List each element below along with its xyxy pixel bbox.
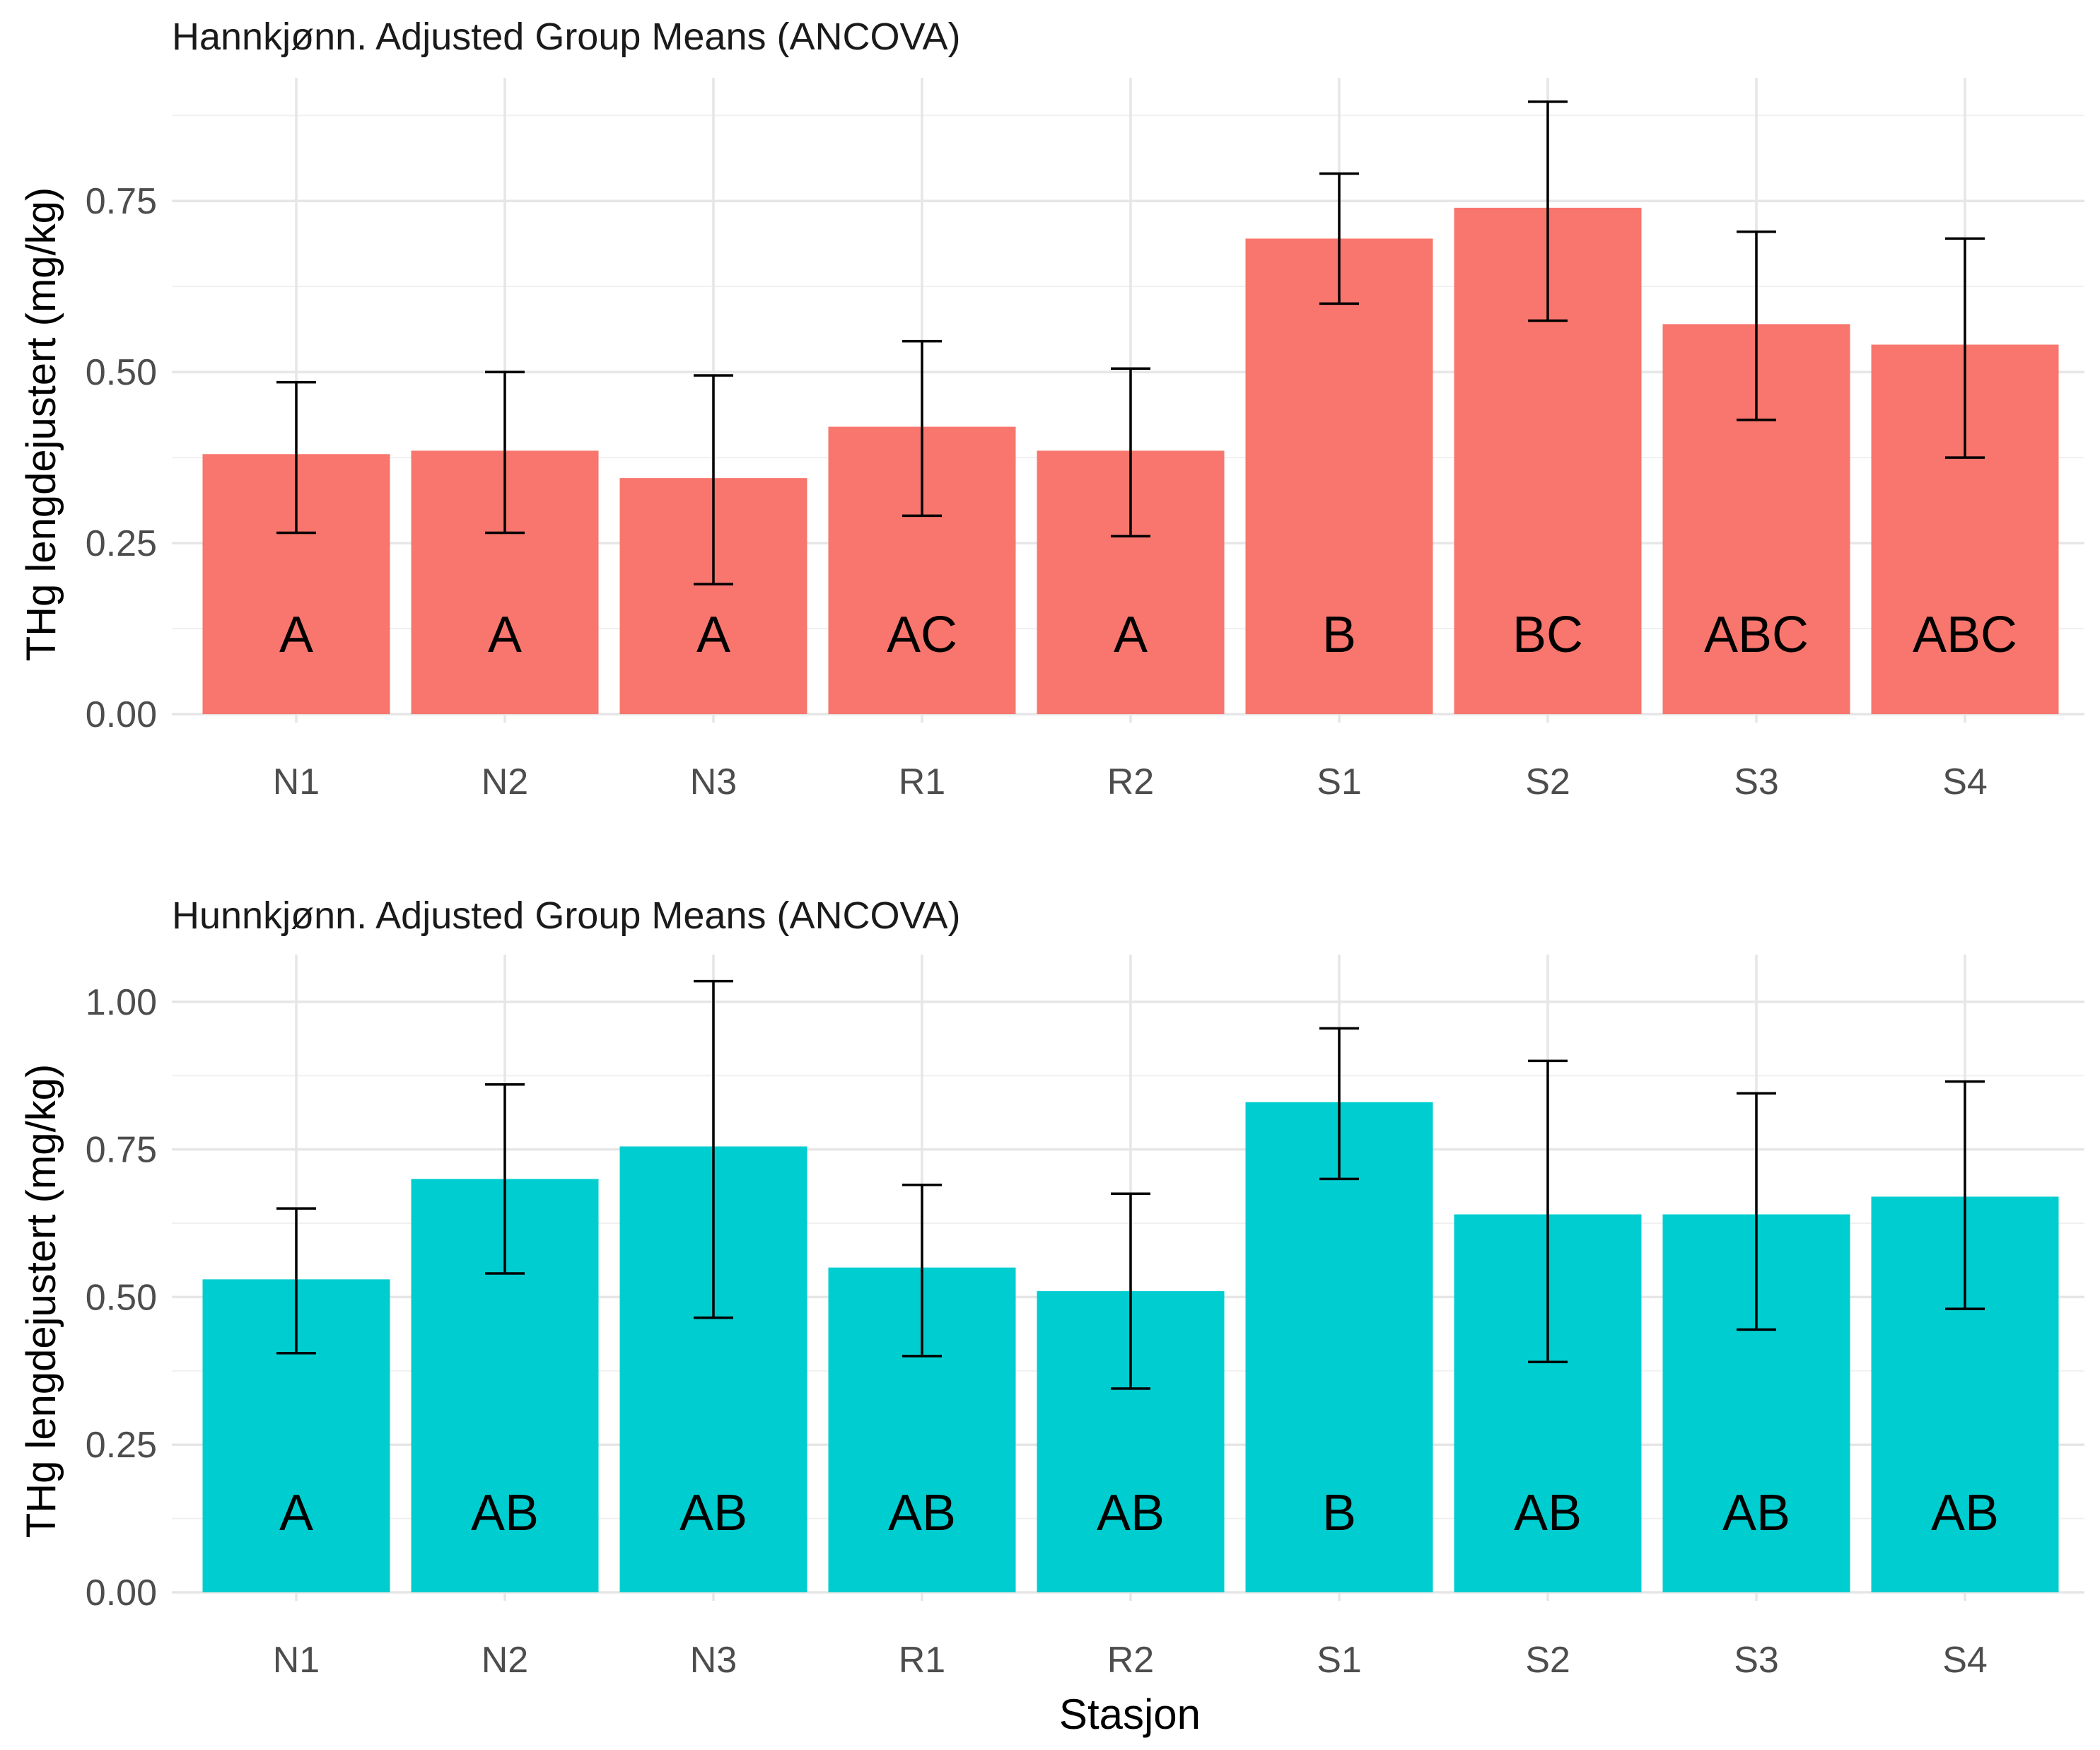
x-tick-label: S1	[1317, 1640, 1362, 1681]
x-tick-label: N1	[273, 762, 320, 803]
significance-letter: AB	[1514, 1485, 1582, 1541]
significance-letter: ABC	[1704, 607, 1809, 663]
significance-letter: B	[1322, 1485, 1356, 1541]
x-tick-label: N2	[482, 762, 528, 803]
y-tick-labels: 0.00 0.25 0.50 0.75 1.00	[86, 982, 157, 1614]
chart-title: Hunnkjønn. Adjusted Group Means (ANCOVA)	[172, 894, 961, 937]
significance-letter: AC	[887, 607, 957, 663]
y-tick-labels: 0.00 0.25 0.50 0.75	[86, 181, 157, 735]
significance-letter: AB	[1097, 1485, 1165, 1541]
bar-s1	[1245, 238, 1433, 715]
significance-letter: AB	[1931, 1485, 1999, 1541]
error-bars	[276, 979, 1985, 1390]
x-tick-label: S3	[1734, 1640, 1779, 1681]
y-tick-label: 0.25	[86, 523, 157, 564]
significance-letter: A	[696, 607, 730, 663]
x-tick-label: N1	[273, 1640, 320, 1681]
x-tick-label: N3	[690, 762, 737, 803]
x-tick-label: R1	[899, 762, 945, 803]
y-tick-label: 0.25	[86, 1425, 157, 1466]
y-tick-label: 0.50	[86, 1277, 157, 1318]
x-tick-label: R2	[1107, 1640, 1154, 1681]
x-tick-label: S1	[1317, 762, 1362, 803]
error-bars	[276, 100, 1985, 585]
y-tick-label: 0.50	[86, 352, 157, 393]
panel-hannkjonn: Hannkjønn. Adjusted Group Means (ANCOVA)…	[18, 16, 2084, 803]
bars	[202, 207, 2059, 715]
y-tick-label: 0.00	[86, 1573, 157, 1614]
x-tick-label: S4	[1942, 1640, 1988, 1681]
x-tick-label: S2	[1525, 762, 1570, 803]
significance-letter: BC	[1512, 607, 1583, 663]
y-tick-label: 0.75	[86, 1130, 157, 1171]
significance-letter: AB	[471, 1485, 539, 1541]
x-tick-label: R2	[1107, 762, 1154, 803]
chart-title: Hannkjønn. Adjusted Group Means (ANCOVA)	[172, 16, 961, 58]
significance-letters: A AB AB AB AB B AB AB AB	[279, 1485, 1999, 1541]
panel-hunnkjonn: Hunnkjønn. Adjusted Group Means (ANCOVA)…	[18, 894, 2084, 1738]
bar-s1	[1245, 1102, 1433, 1592]
significance-letter: A	[279, 607, 313, 663]
significance-letter: ABC	[1913, 607, 2017, 663]
y-axis-label: THg lengdejustert (mg/kg)	[18, 1064, 64, 1538]
significance-letter: B	[1322, 607, 1356, 663]
x-tick-label: S2	[1525, 1640, 1570, 1681]
significance-letter: A	[488, 607, 522, 663]
x-tick-label: S4	[1942, 762, 1988, 803]
y-tick-label: 1.00	[86, 982, 157, 1023]
x-tick-label: S3	[1734, 762, 1779, 803]
x-tick-label: R1	[899, 1640, 945, 1681]
significance-letters: A A A AC A B BC ABC ABC	[279, 607, 2017, 663]
significance-letter: AB	[1722, 1485, 1790, 1541]
x-tick-label: N3	[690, 1640, 737, 1681]
x-tick-labels: N1 N2 N3 R1 R2 S1 S2 S3 S4	[273, 1640, 1988, 1681]
significance-letter: A	[279, 1485, 313, 1541]
y-tick-label: 0.75	[86, 181, 157, 222]
y-axis-label: THg lengdejustert (mg/kg)	[18, 187, 64, 661]
x-tick-labels: N1 N2 N3 R1 R2 S1 S2 S3 S4	[273, 762, 1988, 803]
significance-letter: AB	[679, 1485, 747, 1541]
x-tick-label: N2	[482, 1640, 528, 1681]
y-tick-label: 0.00	[86, 694, 157, 735]
significance-letter: A	[1114, 607, 1148, 663]
significance-letter: AB	[888, 1485, 956, 1541]
x-axis-label: Stasjon	[1059, 1691, 1201, 1738]
